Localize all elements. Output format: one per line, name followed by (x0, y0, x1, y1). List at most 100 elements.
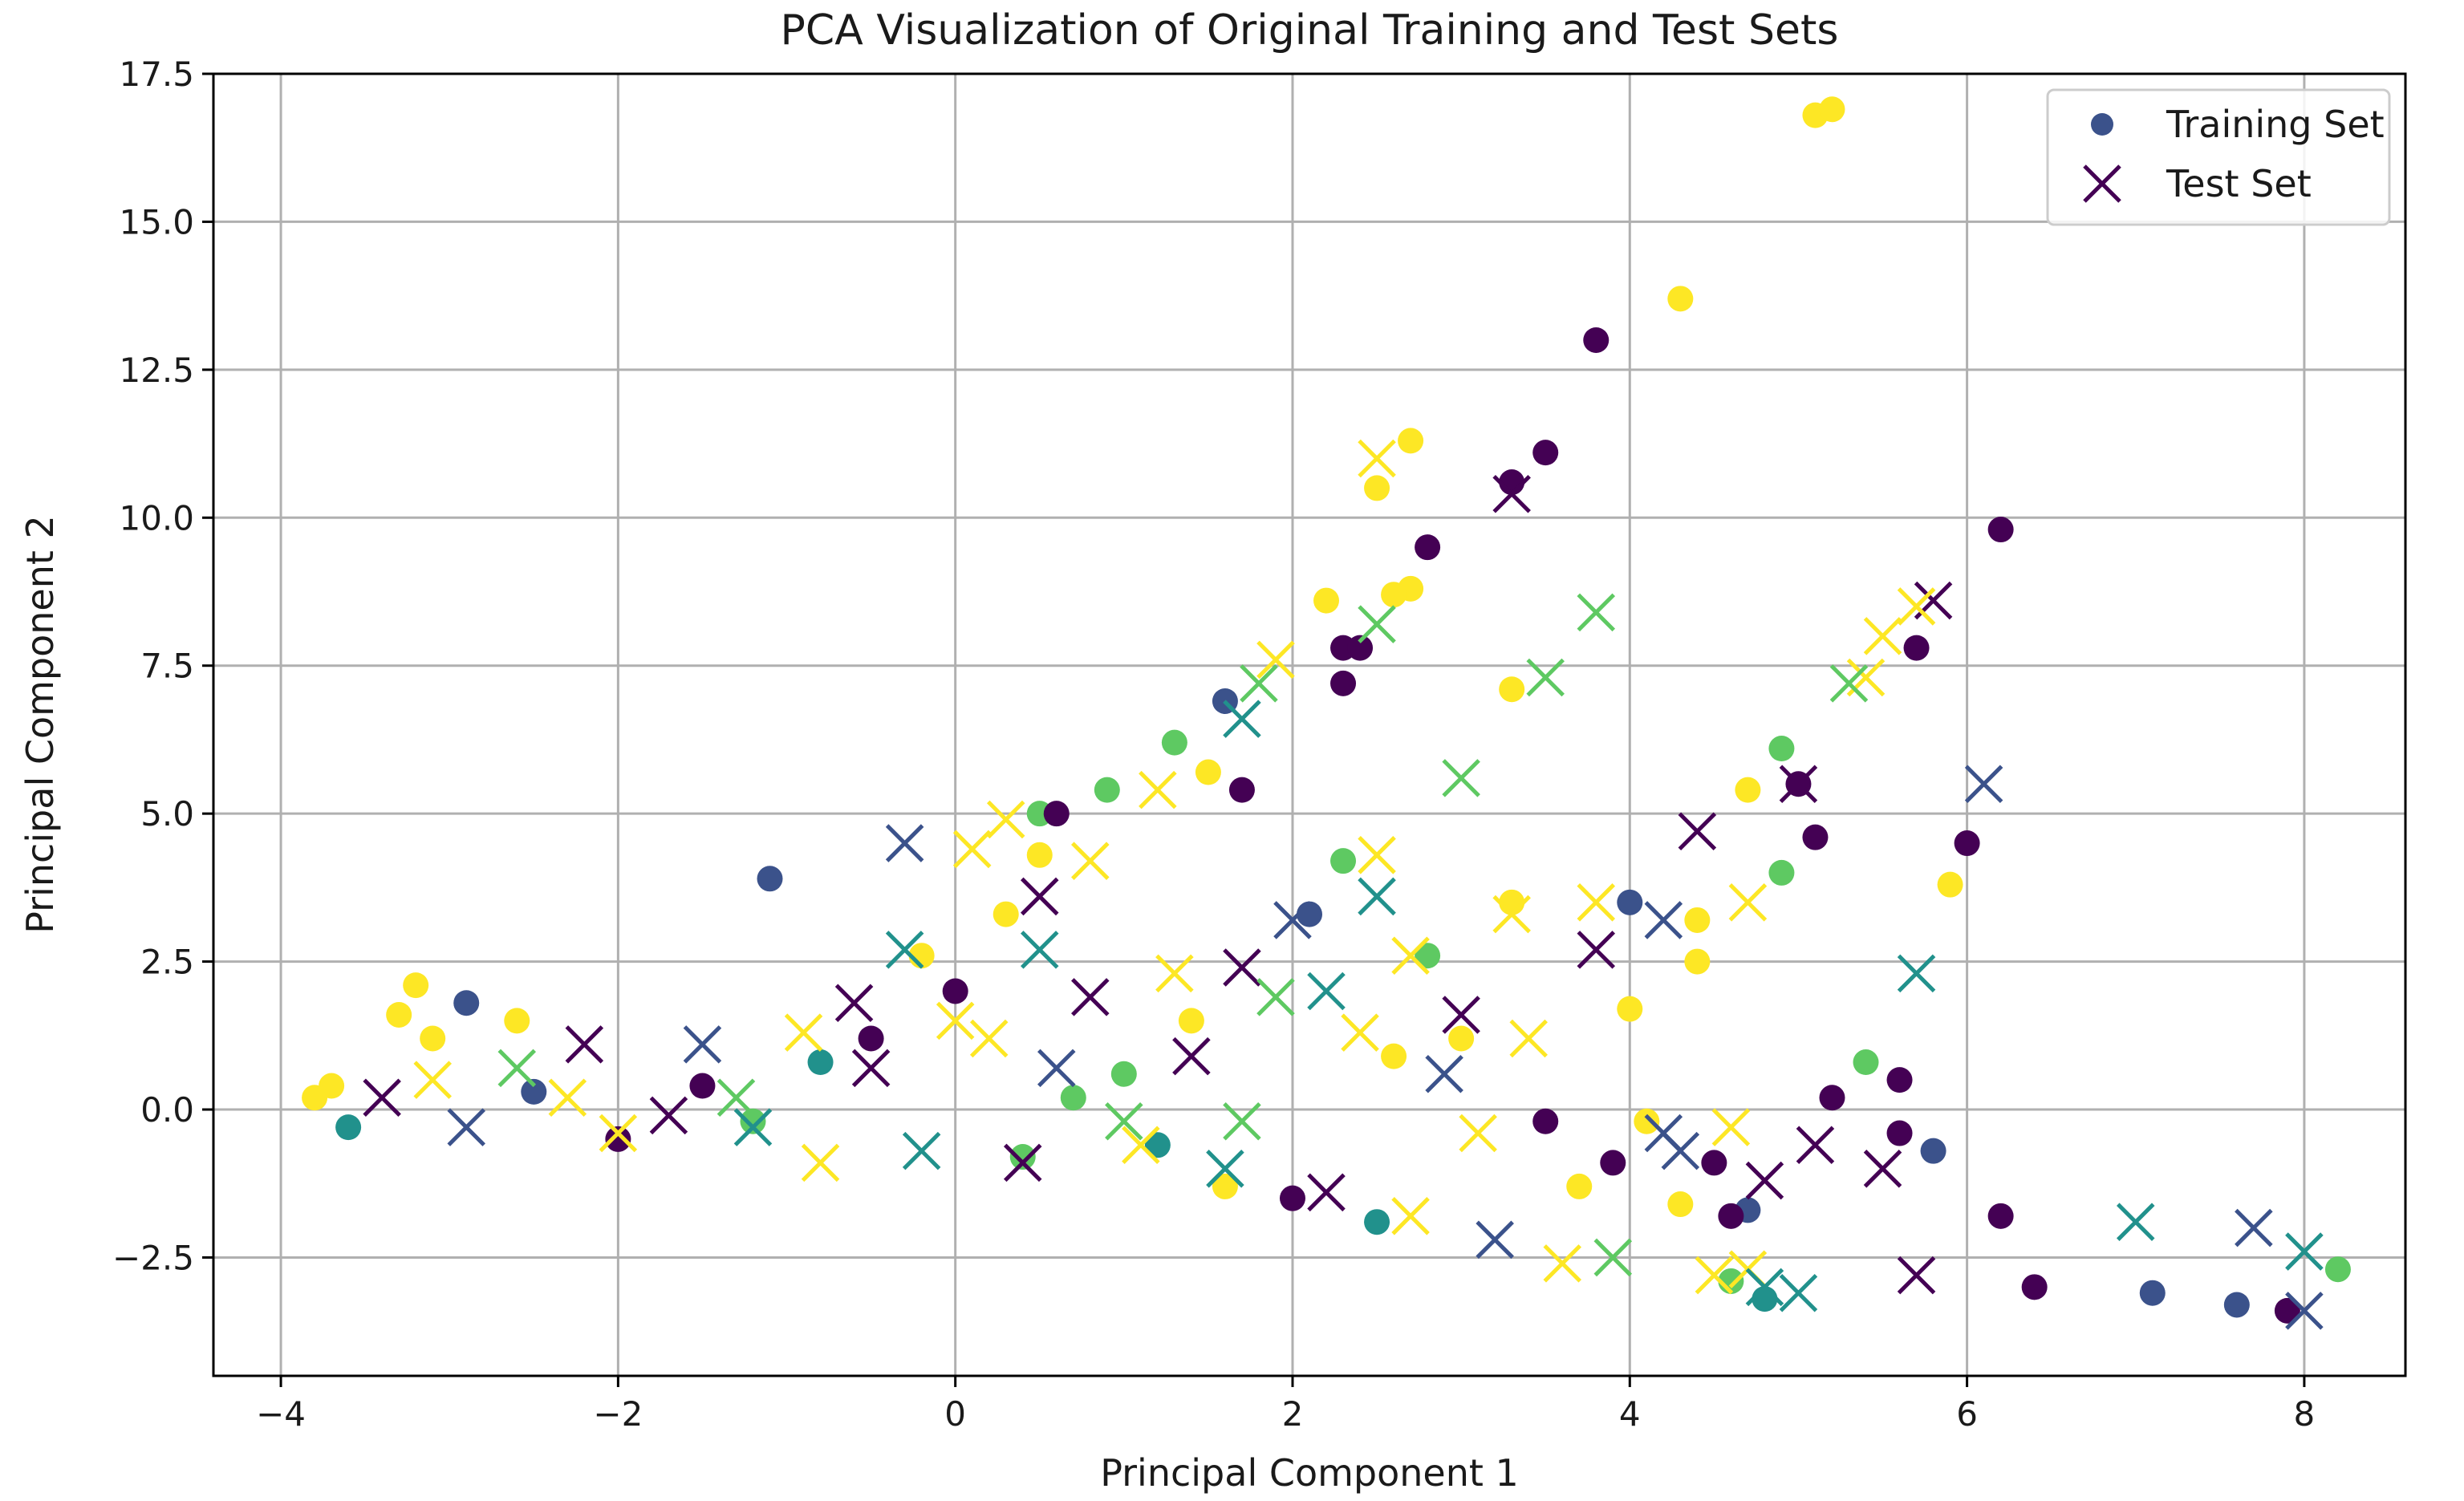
training-point (1667, 1191, 1694, 1218)
test-point (1829, 664, 1869, 703)
test-point (1509, 1019, 1548, 1058)
training-point (1987, 1203, 2014, 1229)
test-point (1492, 895, 1531, 934)
test-point (497, 1049, 537, 1088)
test-point (548, 1078, 587, 1118)
test-point (1020, 931, 1059, 969)
test-point (952, 830, 992, 869)
training-point (1330, 670, 1357, 696)
training-point (605, 1126, 631, 1152)
y-tick-label: 12.5 (119, 351, 194, 390)
legend-training-label: Training Set (2166, 103, 2385, 146)
plot-frame (212, 72, 2407, 1377)
test-point (1071, 842, 1110, 880)
training-point (1178, 1008, 1204, 1034)
training-point (1600, 1150, 1626, 1176)
training-point (1768, 736, 1795, 762)
training-point (740, 1108, 766, 1134)
training-point (1684, 948, 1711, 975)
test-point (1172, 1037, 1211, 1076)
x-axis-label: Principal Component 1 (1100, 1451, 1519, 1495)
test-point (1425, 1054, 1463, 1093)
test-point (1863, 1150, 1902, 1188)
test-point (1037, 1049, 1076, 1088)
training-point (1617, 996, 1643, 1022)
training-point (1415, 534, 1441, 561)
training-point (420, 1025, 446, 1052)
training-point (335, 1114, 362, 1141)
test-point (1122, 1126, 1160, 1165)
legend-test-label: Test Set (2166, 162, 2312, 205)
test-point (1779, 1273, 1818, 1312)
x-tick-label: −4 (256, 1394, 306, 1434)
test-point (1644, 901, 1683, 939)
test-point (733, 1108, 773, 1146)
training-point (1347, 635, 1374, 661)
training-point (1617, 889, 1643, 915)
training-point (2021, 1274, 2048, 1300)
test-point (1307, 1173, 1346, 1212)
test-point (1206, 1150, 1244, 1188)
legend-test-marker-icon (2083, 164, 2121, 203)
test-point (1223, 700, 1261, 738)
test-point (1728, 883, 1768, 922)
training-point (1330, 848, 1357, 874)
training-point (807, 1049, 834, 1076)
training-point (521, 1078, 547, 1105)
data-points (302, 96, 2351, 1330)
test-point (1593, 1238, 1633, 1277)
x-tick-label: −2 (593, 1394, 643, 1434)
training-point (403, 972, 429, 999)
y-tick-label: 5.0 (140, 794, 194, 834)
x-tick-label: 6 (1956, 1394, 1978, 1434)
training-point (1886, 1120, 1913, 1146)
training-point (2139, 1280, 2166, 1306)
training-point (1398, 428, 1424, 454)
legend-box (2046, 88, 2391, 226)
test-point (1745, 1268, 1784, 1307)
test-point (885, 824, 924, 862)
training-point (1684, 907, 1711, 933)
test-point (1223, 948, 1261, 987)
training-point (1667, 286, 1694, 312)
training-point (1532, 440, 1559, 466)
y-axis-label: Principal Component 2 (18, 515, 62, 934)
test-point (565, 1025, 604, 1064)
training-point (1819, 1085, 1845, 1111)
training-point (2274, 1297, 2300, 1324)
test-point (1223, 1102, 1261, 1141)
test-point (936, 1001, 975, 1041)
y-tick-label: 15.0 (119, 202, 194, 241)
test-point (1307, 972, 1346, 1011)
test-point (834, 984, 874, 1022)
test-point (413, 1061, 452, 1099)
test-point (1476, 1220, 1514, 1260)
training-point (1212, 1173, 1238, 1199)
test-point (1240, 664, 1278, 703)
chart-title: PCA Visualization of Original Training a… (781, 6, 1839, 55)
test-point (885, 931, 924, 969)
test-point (986, 800, 1025, 839)
training-point (1381, 582, 1407, 608)
test-point (1577, 931, 1616, 969)
training-point (1886, 1067, 1913, 1093)
x-tick-label: 4 (1619, 1394, 1641, 1434)
training-point (1752, 1286, 1778, 1312)
training-point (757, 866, 783, 892)
test-point (1577, 593, 1616, 632)
training-point (1415, 943, 1441, 969)
training-point (1448, 1025, 1475, 1052)
training-point (1381, 1043, 1407, 1069)
test-point (1897, 1256, 1936, 1295)
test-point (2285, 1292, 2324, 1330)
training-point (1735, 777, 1761, 803)
y-tick-label: 7.5 (140, 647, 194, 686)
training-point (1043, 801, 1070, 827)
training-point (1903, 635, 1930, 661)
test-point (363, 1078, 401, 1118)
test-point (1256, 640, 1295, 680)
y-tick-label: −2.5 (112, 1238, 194, 1277)
training-point (689, 1073, 716, 1099)
